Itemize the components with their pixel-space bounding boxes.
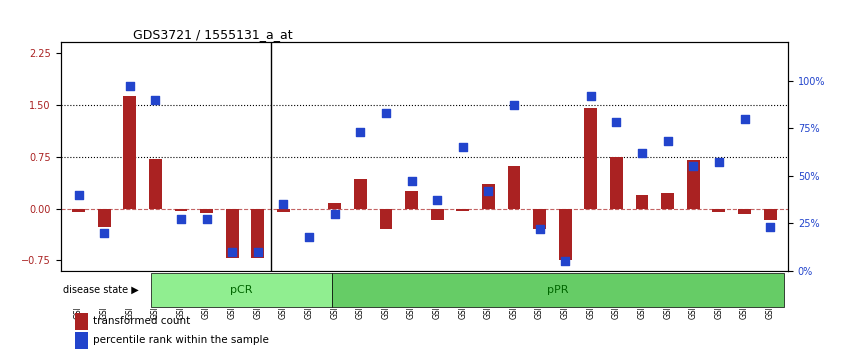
Point	[379, 110, 393, 116]
Bar	[482, 184, 494, 209]
Bar	[200, 209, 213, 213]
Bar	[405, 191, 418, 209]
Bar	[123, 96, 136, 209]
Bar	[75, 313, 88, 330]
Point	[559, 258, 572, 264]
Bar	[277, 209, 290, 212]
Point	[251, 249, 265, 255]
Bar	[430, 209, 443, 220]
Bar	[72, 209, 85, 212]
Point	[148, 97, 162, 102]
Bar	[379, 209, 392, 229]
Bar	[328, 203, 341, 209]
Text: pCR: pCR	[230, 285, 253, 295]
Bar	[251, 209, 264, 258]
Text: percentile rank within the sample: percentile rank within the sample	[94, 335, 269, 345]
Point	[200, 217, 214, 222]
Bar	[226, 209, 239, 258]
Bar	[585, 108, 598, 209]
Point	[635, 150, 649, 156]
Bar	[610, 156, 623, 209]
Point	[353, 129, 367, 135]
Bar	[332, 273, 784, 307]
Bar	[354, 179, 366, 209]
Bar	[713, 209, 726, 212]
Point	[302, 234, 316, 239]
Point	[481, 188, 495, 194]
Bar	[98, 209, 111, 227]
Bar	[533, 209, 546, 229]
Bar	[151, 273, 332, 307]
Point	[507, 102, 521, 108]
Point	[97, 230, 111, 236]
Bar	[507, 166, 520, 209]
Point	[738, 116, 752, 121]
Bar	[636, 195, 649, 209]
Point	[687, 163, 701, 169]
Point	[123, 84, 137, 89]
Bar	[75, 332, 88, 349]
Bar	[456, 209, 469, 211]
Point	[404, 178, 418, 184]
Point	[72, 192, 86, 198]
Point	[712, 160, 726, 165]
Point	[584, 93, 598, 98]
Bar	[764, 209, 777, 220]
Point	[610, 120, 624, 125]
Point	[763, 224, 777, 230]
Point	[533, 226, 546, 232]
Text: GDS3721 / 1555131_a_at: GDS3721 / 1555131_a_at	[133, 28, 293, 41]
Point	[456, 144, 469, 150]
Point	[276, 201, 290, 207]
Text: disease state ▶: disease state ▶	[63, 285, 139, 295]
Point	[174, 217, 188, 222]
Point	[327, 211, 341, 217]
Point	[661, 138, 675, 144]
Bar	[687, 160, 700, 209]
Bar	[149, 159, 162, 209]
Bar	[175, 209, 187, 211]
Bar	[738, 209, 751, 214]
Bar	[662, 193, 674, 209]
Text: transformed count: transformed count	[94, 316, 191, 326]
Point	[430, 198, 444, 203]
Point	[225, 249, 239, 255]
Bar	[559, 209, 572, 261]
Text: pPR: pPR	[546, 285, 568, 295]
